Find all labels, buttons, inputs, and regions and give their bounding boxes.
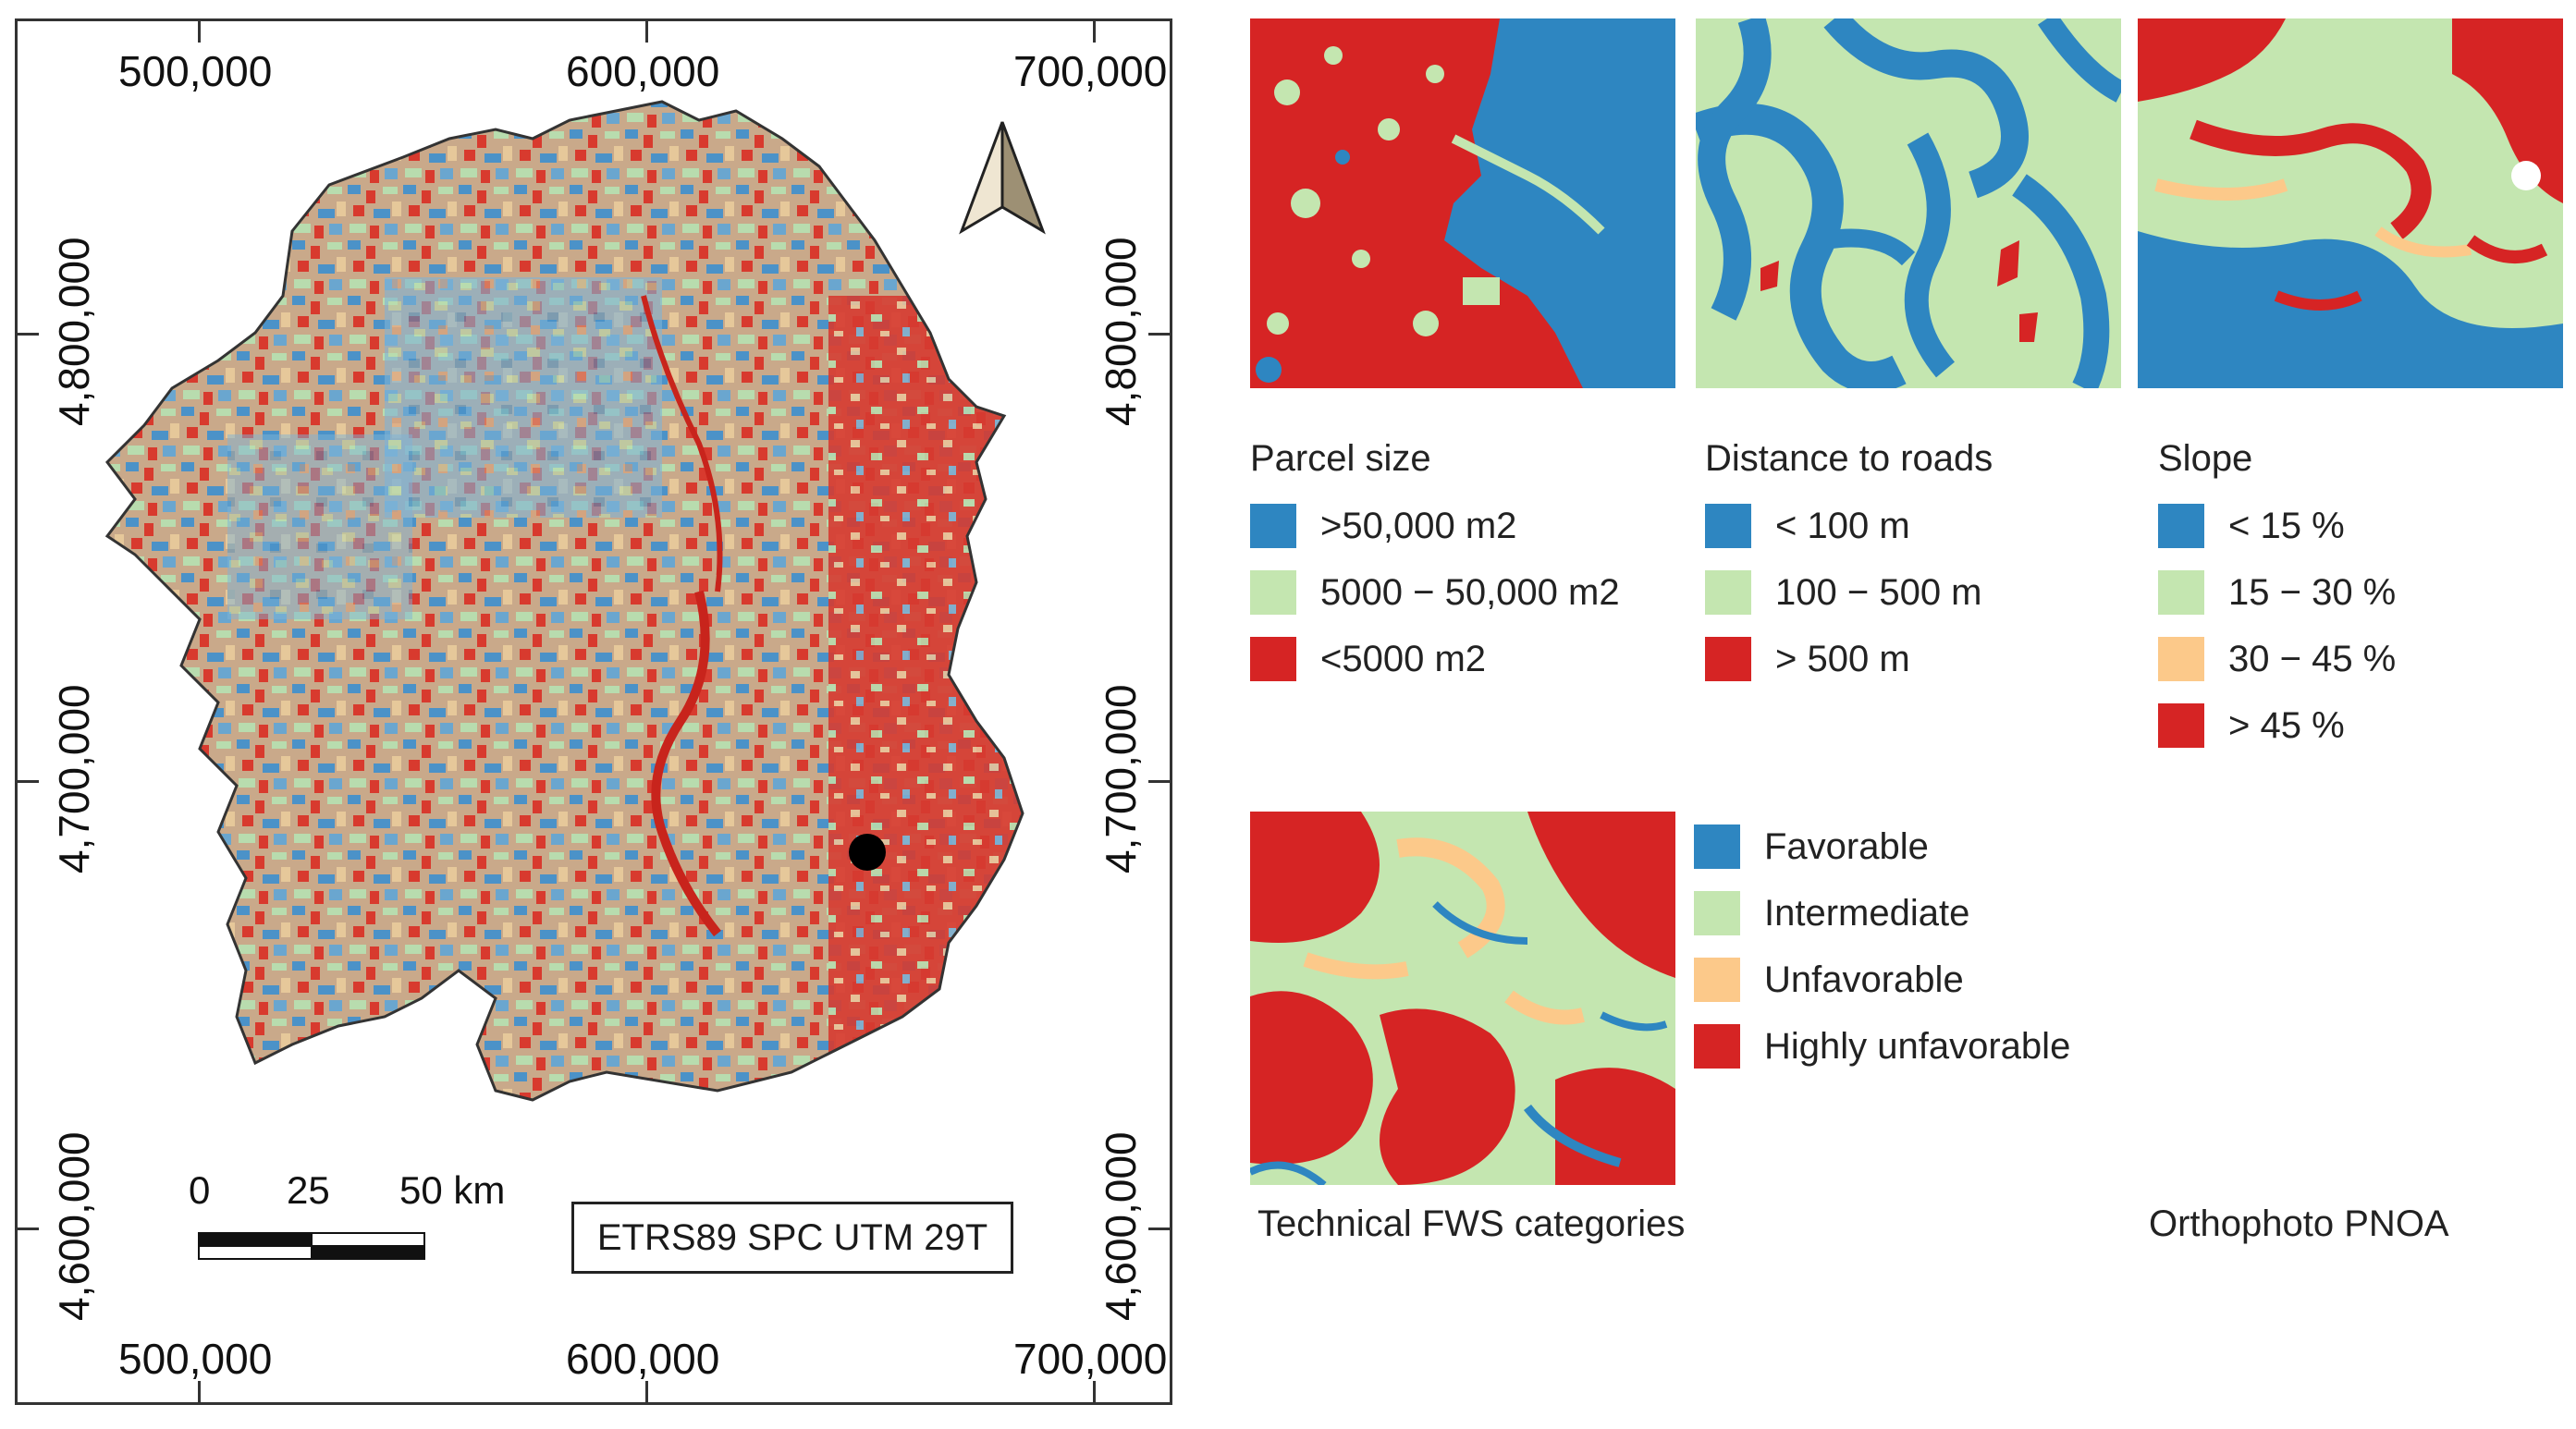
- legend-swatch: [2158, 703, 2204, 748]
- legend-item: Intermediate: [1694, 880, 2070, 947]
- legend-item: > 45 %: [2158, 692, 2396, 759]
- legend-label: Intermediate: [1764, 892, 1970, 934]
- fws-categories-thumbnail: [1250, 812, 1675, 1185]
- legend-item: >50,000 m2: [1250, 493, 1620, 559]
- legend-swatch: [1694, 824, 1740, 869]
- axis-tick: [645, 1381, 648, 1405]
- axis-tick: [1148, 780, 1172, 783]
- legend-title: Slope: [2158, 438, 2253, 479]
- legend-item: Unfavorable: [1694, 947, 2070, 1013]
- axis-tick: [1093, 18, 1096, 43]
- legend-label: < 15 %: [2228, 505, 2345, 546]
- legend-swatch: [1694, 958, 1740, 1002]
- bottom-x-label: 600,000: [566, 1335, 720, 1383]
- legend-item: Favorable: [1694, 813, 2070, 880]
- axis-tick: [15, 780, 39, 783]
- location-marker: [849, 834, 886, 871]
- legend-item: 5000 − 50,000 m2: [1250, 559, 1620, 626]
- north-arrow-icon: [959, 121, 1046, 235]
- legend-swatch: [1250, 637, 1296, 681]
- legend-swatch: [2158, 504, 2204, 548]
- legend-label: >50,000 m2: [1320, 505, 1517, 546]
- legend-label: 100 − 500 m: [1775, 571, 1982, 613]
- legend-swatch: [2158, 570, 2204, 615]
- legend-label: 15 − 30 %: [2228, 571, 2397, 613]
- top-x-label: 700,000: [1013, 47, 1168, 95]
- scale-bar: [198, 1232, 425, 1260]
- bottom-x-label: 500,000: [118, 1335, 273, 1383]
- legend-swatch: [1250, 504, 1296, 548]
- legend-item: Highly unfavorable: [1694, 1013, 2070, 1080]
- legend-swatch: [1705, 504, 1751, 548]
- legend-title: Distance to roads: [1705, 438, 1993, 479]
- legend-item: 15 − 30 %: [2158, 559, 2396, 626]
- axis-tick: [15, 1227, 39, 1230]
- legend-swatch: [1705, 637, 1751, 681]
- galicia-fws-map: [104, 100, 1024, 1102]
- top-x-label: 500,000: [118, 47, 273, 95]
- ortho-caption: Orthophoto PNOA: [2149, 1203, 2449, 1244]
- legend-item: < 15 %: [2158, 493, 2396, 559]
- scale-label: 25: [287, 1168, 330, 1212]
- legend-swatch: [1250, 570, 1296, 615]
- legend-swatch: [1694, 1024, 1740, 1069]
- fws-caption: Technical FWS categories: [1257, 1203, 1686, 1244]
- axis-tick: [645, 18, 648, 43]
- parcel-legend: Parcel size >50,000 m2 5000 − 50,000 m2 …: [1250, 438, 1620, 692]
- legend-label: > 500 m: [1775, 638, 1910, 679]
- legend-label: < 100 m: [1775, 505, 1910, 546]
- axis-tick: [15, 333, 39, 336]
- legend-label: Favorable: [1764, 825, 1929, 867]
- roads-legend: Distance to roads < 100 m 100 − 500 m > …: [1705, 438, 1993, 692]
- crs-label: ETRS89 SPC UTM 29T: [596, 1216, 988, 1258]
- legend-item: > 500 m: [1705, 626, 1993, 692]
- slope-thumbnail: [2138, 18, 2563, 388]
- legend-label: <5000 m2: [1320, 638, 1487, 679]
- axis-tick: [1093, 1381, 1096, 1405]
- axis-tick: [198, 18, 201, 43]
- legend-item: 100 − 500 m: [1705, 559, 1993, 626]
- crs-label-box: ETRS89 SPC UTM 29T: [571, 1202, 1013, 1274]
- axis-tick: [1148, 333, 1172, 336]
- legend-label: Highly unfavorable: [1764, 1025, 2071, 1067]
- legend-label: Unfavorable: [1764, 959, 1964, 1000]
- legend-label: 5000 − 50,000 m2: [1320, 571, 1620, 613]
- scale-label: 0: [189, 1168, 211, 1212]
- legend-swatch: [1694, 891, 1740, 935]
- legend-item: < 100 m: [1705, 493, 1993, 559]
- top-x-label: 600,000: [566, 47, 720, 95]
- slope-legend: Slope < 15 % 15 − 30 % 30 − 45 % > 45 %: [2158, 438, 2396, 759]
- parcel-size-thumbnail: [1250, 18, 1675, 388]
- legend-swatch: [2158, 637, 2204, 681]
- roads-distance-thumbnail: [1696, 18, 2121, 388]
- legend-label: 30 − 45 %: [2228, 638, 2397, 679]
- legend-title: Parcel size: [1250, 438, 1431, 479]
- bottom-x-label: 700,000: [1013, 1335, 1168, 1383]
- fws-legend: Favorable Intermediate Unfavorable Highl…: [1694, 813, 2070, 1080]
- axis-tick: [198, 1381, 201, 1405]
- legend-label: > 45 %: [2228, 704, 2345, 746]
- legend-item: <5000 m2: [1250, 626, 1620, 692]
- axis-tick: [1148, 1227, 1172, 1230]
- legend-swatch: [1705, 570, 1751, 615]
- legend-item: 30 − 45 %: [2158, 626, 2396, 692]
- scale-label: 50 km: [399, 1168, 506, 1212]
